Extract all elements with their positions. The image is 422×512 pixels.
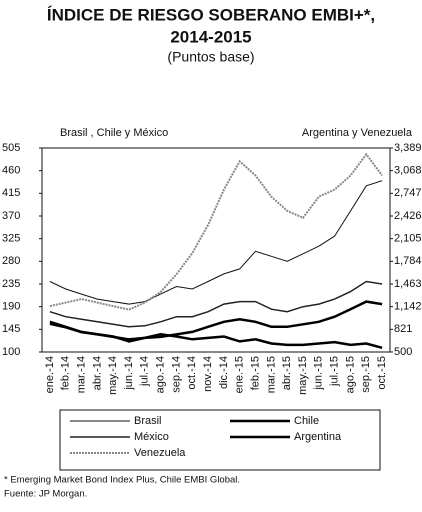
x-tick-label: jul.-15 xyxy=(329,356,341,387)
x-tick-label: may.-15 xyxy=(297,356,309,395)
y-tick-label: 145 xyxy=(2,323,20,335)
y-tick-label: 190 xyxy=(2,301,20,313)
y2-tick-label: 1,784 xyxy=(394,255,422,267)
x-tick-label: mar.-14 xyxy=(75,356,87,393)
y2-tick-label: 3,068 xyxy=(394,165,422,177)
x-tick-label: jun.-15 xyxy=(313,356,325,391)
footnote: * Emerging Market Bond Index Plus, Chile… xyxy=(4,475,240,486)
x-tick-label: ago.-15 xyxy=(344,356,356,393)
y2-tick-label: 2,747 xyxy=(394,187,422,199)
chart-subtitle: (Puntos base) xyxy=(167,49,254,65)
legend-label: Argentina xyxy=(294,431,342,443)
y2-tick-label: 3,389 xyxy=(394,142,422,154)
y-tick-label: 280 xyxy=(2,255,20,267)
x-tick-label: oct.-15 xyxy=(376,356,388,390)
legend-label: México xyxy=(134,431,169,443)
series-line xyxy=(49,180,383,305)
y-tick-label: 370 xyxy=(2,210,20,222)
y-axis-label: Brasil , Chile y México xyxy=(60,127,168,139)
x-tick-label: sep.-15 xyxy=(360,356,372,393)
series-line xyxy=(49,322,383,350)
x-tick-label: sep.-14 xyxy=(170,356,182,393)
legend-label: Venezuela xyxy=(134,447,186,459)
plot-frame xyxy=(41,147,391,353)
y-tick-label: 325 xyxy=(2,233,20,245)
y2-tick-label: 2,105 xyxy=(394,233,422,245)
x-tick-label: may.-14 xyxy=(107,356,119,395)
chart-title: ÍNDICE DE RIESGO SOBERANO EMBI+*, xyxy=(47,5,375,24)
x-tick-label: ene.-14 xyxy=(44,356,56,393)
y-tick-label: 100 xyxy=(2,346,20,358)
y2-tick-label: 500 xyxy=(394,346,412,358)
x-tick-label: abr.-15 xyxy=(281,356,293,390)
y-tick-label: 505 xyxy=(2,142,20,154)
x-tick-label: jul.-14 xyxy=(139,356,151,387)
x-tick-label: nov.-14 xyxy=(202,356,214,392)
y-tick-label: 415 xyxy=(2,187,20,199)
legend-label: Chile xyxy=(294,415,319,427)
y2-tick-label: 2,426 xyxy=(394,210,422,222)
x-tick-label: feb.-14 xyxy=(60,356,72,390)
x-tick-label: ago.-14 xyxy=(155,356,167,393)
chart-title: 2014-2015 xyxy=(170,27,251,46)
series-line xyxy=(49,152,383,311)
y2-axis-label: Argentina y Venezuela xyxy=(302,127,413,139)
y2-tick-label: 1,463 xyxy=(394,278,422,290)
x-tick-label: jun.-14 xyxy=(123,356,135,391)
x-tick-label: oct.-14 xyxy=(186,356,198,390)
y-tick-label: 460 xyxy=(2,165,20,177)
legend-label: Brasil xyxy=(134,415,162,427)
x-tick-label: mar.-15 xyxy=(265,356,277,393)
x-tick-label: ene.-15 xyxy=(234,356,246,393)
y2-tick-label: 1,142 xyxy=(394,301,422,313)
series-line xyxy=(49,280,383,328)
x-tick-label: feb.-15 xyxy=(249,356,261,390)
x-tick-label: dic.-14 xyxy=(218,356,230,389)
x-tick-label: abr.-14 xyxy=(91,356,103,390)
y2-tick-label: 821 xyxy=(394,323,412,335)
legend-box xyxy=(59,409,381,471)
y-tick-label: 235 xyxy=(2,278,20,290)
footnote: Fuente: JP Morgan. xyxy=(4,489,87,500)
